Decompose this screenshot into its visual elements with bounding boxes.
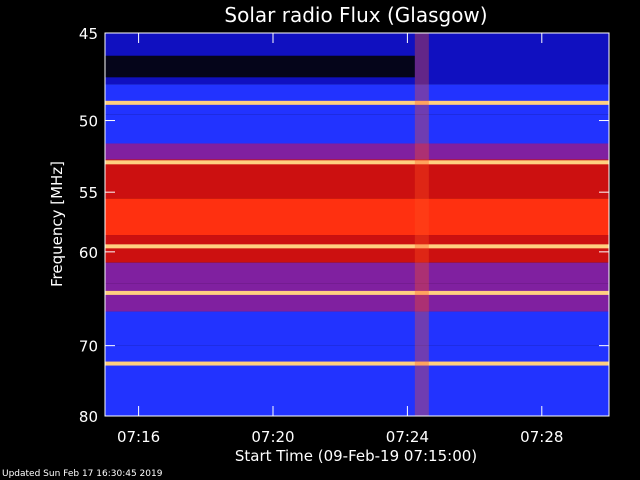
- radio-burst: [414, 33, 429, 416]
- bright-band-line: [105, 160, 609, 165]
- bright-band-line: [105, 100, 609, 105]
- chart-title: Solar radio Flux (Glasgow): [224, 3, 487, 27]
- y-tick-label: 80: [79, 408, 98, 426]
- spectrum-band: [105, 283, 609, 312]
- plot-area: [105, 33, 609, 416]
- bright-band-line: [105, 290, 609, 295]
- spectrum-band: [105, 345, 609, 416]
- x-tick-label: 07:16: [117, 428, 160, 446]
- y-tick-label: 55: [79, 184, 98, 202]
- spectrum-band: [105, 198, 609, 236]
- plot-frame: [104, 32, 610, 417]
- spectrum-band: [105, 262, 609, 284]
- updated-timestamp: Updated Sun Feb 17 16:30:45 2019: [2, 469, 163, 479]
- bright-band-line: [105, 361, 609, 366]
- x-tick-label: 07:20: [251, 428, 294, 446]
- dark-strip: [105, 55, 415, 78]
- spectrum-band: [105, 159, 609, 199]
- spectrum-band: [105, 84, 609, 115]
- y-axis-label: Frequency [MHz]: [48, 161, 66, 287]
- y-tick-label: 45: [79, 25, 98, 43]
- bright-band-line: [105, 244, 609, 249]
- x-axis-label: Start Time (09-Feb-19 07:15:00): [235, 447, 477, 465]
- y-axis: 45 50 55 60 70 80: [79, 25, 609, 426]
- x-axis: 07:16 07:20 07:24 07:28: [117, 33, 563, 446]
- y-tick-label: 70: [79, 338, 98, 356]
- y-tick-label: 60: [79, 244, 98, 262]
- y-tick-label: 50: [79, 113, 98, 131]
- spectrum-band: [105, 143, 609, 160]
- spectrum-band: [105, 114, 609, 144]
- spectrum-band: [105, 311, 609, 346]
- x-tick-label: 07:28: [520, 428, 563, 446]
- spectrum-band: [105, 235, 609, 263]
- x-tick-label: 07:24: [386, 428, 429, 446]
